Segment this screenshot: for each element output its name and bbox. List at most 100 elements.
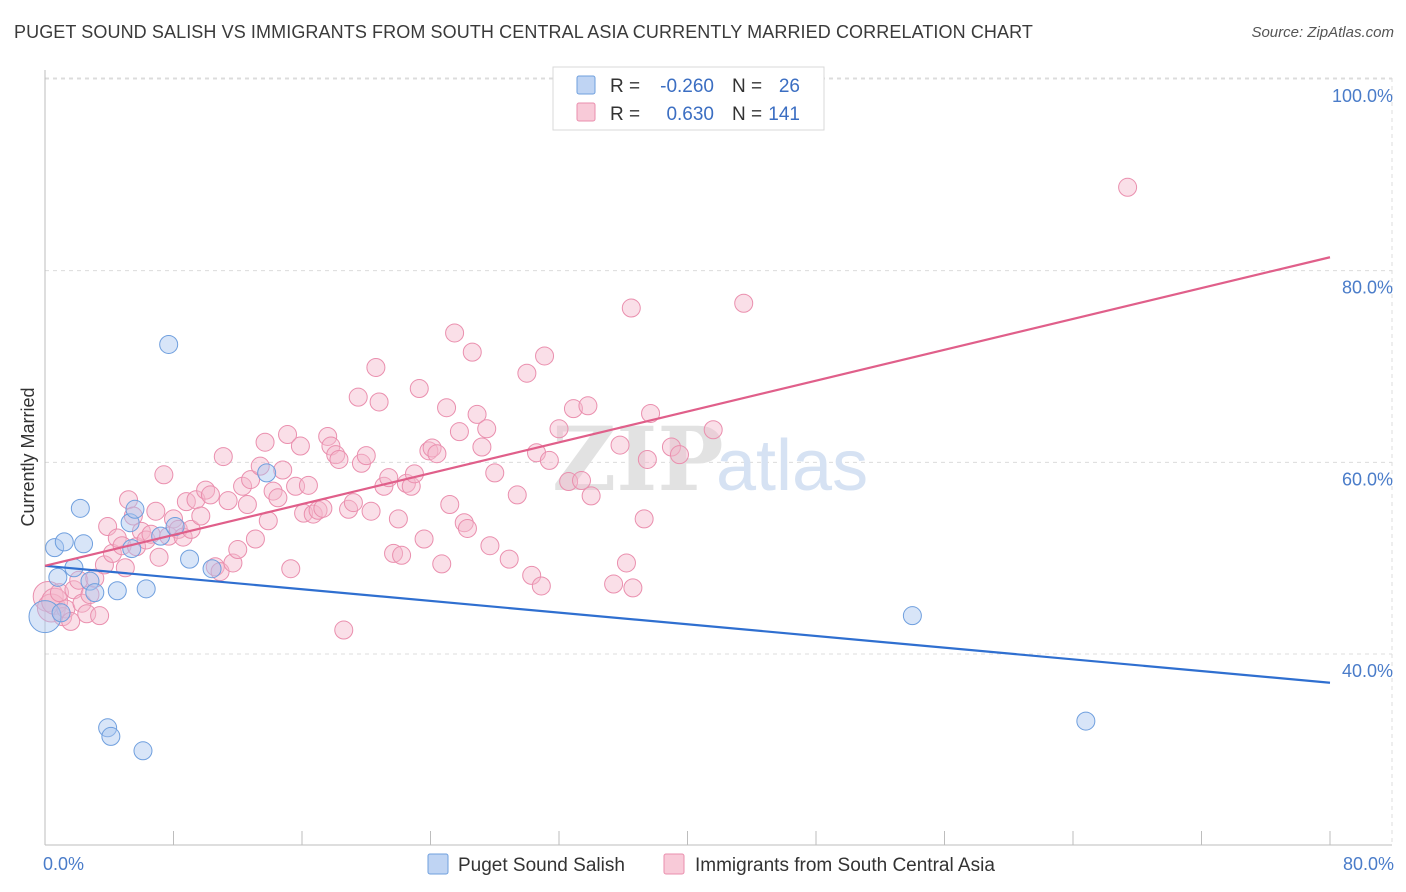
data-point-south-central-asia bbox=[313, 498, 333, 518]
data-point-salish bbox=[133, 741, 153, 761]
data-point-south-central-asia bbox=[329, 449, 349, 469]
data-point-south-central-asia bbox=[531, 576, 551, 596]
watermark: ZIP atlas bbox=[552, 407, 868, 511]
series-legend-label-south-central-asia: Immigrants from South Central Asia bbox=[695, 855, 995, 876]
axes bbox=[44, 70, 1392, 846]
data-point-south-central-asia bbox=[507, 485, 527, 505]
data-point-south-central-asia bbox=[539, 450, 559, 470]
source-credit: Source: ZipAtlas.com bbox=[1251, 24, 1394, 41]
series-legend: Puget Sound Salish Immigrants from South… bbox=[427, 853, 995, 876]
data-points bbox=[28, 177, 1138, 761]
data-point-south-central-asia bbox=[268, 488, 288, 508]
data-point-south-central-asia bbox=[477, 419, 497, 439]
data-point-south-central-asia bbox=[146, 501, 166, 521]
data-point-salish bbox=[902, 606, 922, 626]
data-point-south-central-asia bbox=[281, 559, 301, 579]
data-point-salish bbox=[48, 567, 68, 587]
series-legend-swatch-south-central-asia bbox=[663, 853, 685, 875]
data-point-south-central-asia bbox=[440, 495, 460, 514]
trend-lines bbox=[44, 256, 1331, 684]
data-point-south-central-asia bbox=[414, 529, 434, 549]
data-point-south-central-asia bbox=[437, 398, 457, 418]
data-point-south-central-asia bbox=[343, 493, 363, 513]
data-point-south-central-asia bbox=[241, 470, 261, 490]
data-point-south-central-asia bbox=[703, 420, 723, 440]
data-point-salish bbox=[51, 603, 71, 623]
chart-title: PUGET SOUND SALISH VS IMMIGRANTS FROM SO… bbox=[14, 22, 1034, 42]
data-point-south-central-asia bbox=[549, 419, 569, 439]
data-point-south-central-asia bbox=[164, 509, 183, 529]
data-point-south-central-asia bbox=[578, 396, 598, 416]
y-axis-title: Currently Married bbox=[18, 387, 38, 526]
data-point-south-central-asia bbox=[94, 555, 114, 575]
data-point-south-central-asia bbox=[339, 499, 359, 519]
series-legend-label-salish: Puget Sound Salish bbox=[458, 855, 625, 876]
stats-legend: R = -0.260 N = 26 R = 0.630 N = 141 bbox=[552, 66, 825, 131]
series-legend-swatch-salish bbox=[427, 853, 449, 875]
data-point-south-central-asia bbox=[480, 536, 500, 556]
data-point-south-central-asia bbox=[472, 437, 492, 457]
legend-swatch-south-central-asia bbox=[576, 102, 596, 122]
data-point-south-central-asia bbox=[213, 447, 233, 467]
data-point-south-central-asia bbox=[237, 495, 257, 514]
data-point-salish bbox=[80, 571, 100, 591]
data-point-south-central-asia bbox=[499, 549, 519, 569]
data-point-south-central-asia bbox=[361, 501, 381, 521]
data-point-salish bbox=[202, 559, 222, 579]
legend-n-value-salish: 26 bbox=[779, 76, 800, 97]
data-point-south-central-asia bbox=[49, 583, 69, 603]
data-point-south-central-asia bbox=[245, 529, 265, 549]
data-point-salish bbox=[1076, 711, 1096, 731]
data-point-south-central-asia bbox=[522, 565, 542, 585]
data-point-south-central-asia bbox=[32, 581, 64, 612]
data-point-south-central-asia bbox=[1118, 177, 1138, 197]
data-point-south-central-asia bbox=[366, 357, 386, 377]
data-point-south-central-asia bbox=[233, 476, 253, 496]
watermark-atlas: atlas bbox=[716, 426, 868, 506]
stats-legend-frame bbox=[552, 66, 825, 131]
data-point-south-central-asia bbox=[334, 620, 354, 640]
data-point-south-central-asia bbox=[634, 509, 654, 529]
data-point-south-central-asia bbox=[228, 540, 248, 560]
data-point-south-central-asia bbox=[581, 486, 601, 506]
data-point-south-central-asia bbox=[191, 506, 211, 526]
data-point-south-central-asia bbox=[604, 574, 624, 594]
data-point-salish bbox=[122, 539, 142, 559]
data-point-south-central-asia bbox=[218, 491, 238, 511]
trend-line-south-central-asia bbox=[44, 256, 1331, 567]
data-point-south-central-asia bbox=[641, 403, 661, 423]
data-point-south-central-asia bbox=[734, 293, 754, 313]
data-point-south-central-asia bbox=[563, 399, 583, 419]
legend-r-value-asia: 0.630 bbox=[666, 104, 714, 125]
y-tick-label: 40.0% bbox=[1342, 661, 1393, 681]
data-point-south-central-asia bbox=[255, 432, 275, 452]
data-point-south-central-asia bbox=[669, 445, 689, 465]
data-point-salish bbox=[159, 334, 179, 354]
data-point-south-central-asia bbox=[621, 298, 641, 318]
data-point-south-central-asia bbox=[149, 547, 169, 567]
tick-labels: 40.0% 60.0% 80.0% 100.0% 0.0% 80.0% bbox=[43, 86, 1394, 874]
data-point-salish bbox=[136, 579, 156, 599]
data-point-south-central-asia bbox=[369, 392, 389, 412]
data-point-south-central-asia bbox=[263, 481, 283, 501]
data-point-salish bbox=[125, 499, 145, 519]
data-point-south-central-asia bbox=[427, 444, 447, 464]
y-tick-label: 80.0% bbox=[1342, 278, 1393, 298]
legend-r-label-asia: R = bbox=[610, 104, 640, 125]
x-tick-label: 0.0% bbox=[43, 854, 84, 874]
data-point-south-central-asia bbox=[571, 471, 591, 491]
data-point-south-central-asia bbox=[457, 518, 477, 538]
data-point-south-central-asia bbox=[348, 387, 368, 407]
data-point-south-central-asia bbox=[661, 437, 681, 457]
legend-swatch-salish bbox=[576, 75, 596, 95]
legend-n-value-asia: 141 bbox=[768, 104, 800, 125]
data-point-south-central-asia bbox=[637, 449, 657, 469]
data-point-salish bbox=[85, 583, 105, 603]
legend-n-label-asia: N = bbox=[732, 104, 762, 125]
data-point-south-central-asia bbox=[610, 435, 630, 455]
data-point-south-central-asia bbox=[154, 465, 174, 485]
trend-line-salish bbox=[44, 564, 1331, 684]
data-point-south-central-asia bbox=[290, 436, 310, 456]
data-point-south-central-asia bbox=[388, 509, 408, 529]
